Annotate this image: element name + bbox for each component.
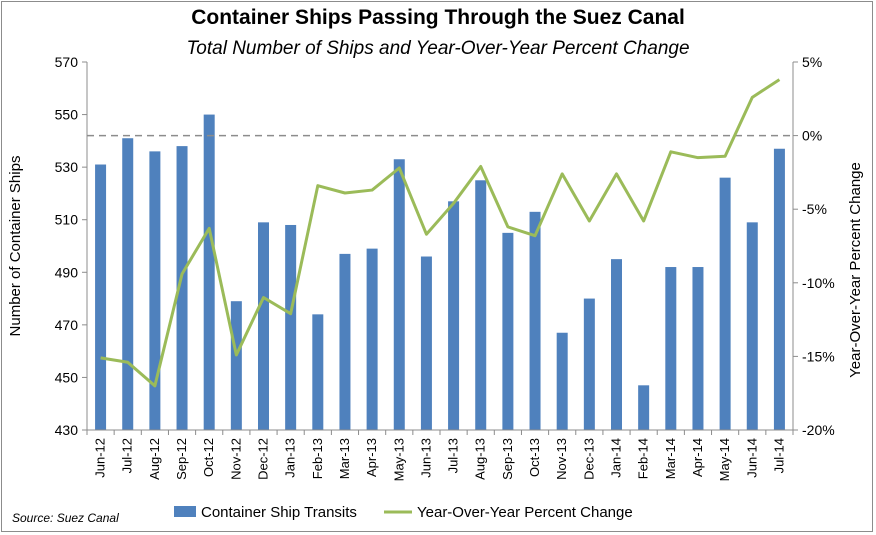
x-tick-label: Aug-13 bbox=[473, 438, 488, 480]
x-tick-label: Mar-13 bbox=[337, 438, 352, 479]
left-tick-label: 510 bbox=[55, 212, 79, 228]
bar-jan-14 bbox=[611, 259, 622, 430]
x-tick-label: Sep-12 bbox=[174, 438, 189, 480]
bar-mar-13 bbox=[339, 253, 351, 430]
bar-jul-14 bbox=[773, 148, 785, 430]
x-tick-label: Feb-14 bbox=[636, 438, 651, 479]
bar-dec-13 bbox=[583, 298, 595, 430]
x-tick-label: Jun-12 bbox=[93, 438, 108, 478]
chart-subtitle: Total Number of Ships and Year-Over-Year… bbox=[186, 38, 690, 59]
bar-mar-14 bbox=[665, 267, 677, 430]
x-tick-label: Jul-14 bbox=[771, 438, 786, 473]
left-tick-label: 490 bbox=[55, 264, 79, 280]
bar-may-14 bbox=[719, 177, 731, 430]
right-tick-label: 0% bbox=[802, 128, 822, 144]
left-tick-label: 450 bbox=[55, 369, 79, 385]
bar-jan-13 bbox=[285, 224, 297, 430]
x-tick-label: May-13 bbox=[391, 438, 406, 481]
left-tick-label: 470 bbox=[55, 317, 79, 333]
bar-oct-13 bbox=[529, 211, 541, 430]
x-tick-label: Mar-14 bbox=[663, 438, 678, 479]
bar-jun-14 bbox=[746, 222, 758, 430]
bar-jun-12 bbox=[95, 164, 107, 430]
left-tick-label: 570 bbox=[55, 54, 79, 70]
legend-line-label: Year-Over-Year Percent Change bbox=[417, 504, 633, 521]
x-tick-label: Sep-13 bbox=[500, 438, 515, 480]
x-tick-label: Jun-14 bbox=[744, 438, 759, 478]
right-tick-label: -10% bbox=[802, 275, 835, 291]
bar-may-13 bbox=[393, 159, 405, 430]
x-tick-label: Nov-12 bbox=[228, 438, 243, 480]
bar-nov-12 bbox=[230, 301, 242, 430]
x-tick-label: Jul-13 bbox=[446, 438, 461, 473]
bar-aug-13 bbox=[475, 180, 487, 430]
yoy-change-line bbox=[100, 78, 781, 388]
x-tick-label: Jan-13 bbox=[283, 438, 298, 478]
x-tick-label: Apr-14 bbox=[690, 438, 705, 477]
bar-jun-13 bbox=[420, 256, 432, 430]
left-tick-label: 550 bbox=[55, 107, 79, 123]
source-note: Source: Suez Canal bbox=[12, 511, 119, 525]
right-tick-label: -20% bbox=[802, 422, 835, 438]
x-tick-label: Nov-13 bbox=[554, 438, 569, 480]
left-axis-title: Number of Container Ships bbox=[7, 156, 24, 337]
bar-sep-13 bbox=[502, 232, 514, 430]
x-tick-label: Dec-13 bbox=[581, 438, 596, 480]
x-tick-label: May-14 bbox=[717, 438, 732, 481]
bar-apr-13 bbox=[366, 248, 378, 430]
right-tick-label: -5% bbox=[802, 201, 827, 217]
legend-bar-label: Container Ship Transits bbox=[201, 504, 357, 521]
bar-jul-13 bbox=[448, 201, 460, 430]
bar-series bbox=[95, 114, 785, 431]
right-axis-title: Year-Over-Year Percent Change bbox=[847, 162, 864, 378]
bar-aug-12 bbox=[149, 151, 161, 430]
x-tick-label: Jan-14 bbox=[609, 438, 624, 478]
x-tick-label: Oct-13 bbox=[527, 438, 542, 477]
bar-feb-13 bbox=[312, 314, 324, 430]
bar-nov-13 bbox=[556, 332, 568, 430]
chart-title: Container Ships Passing Through the Suez… bbox=[191, 6, 685, 29]
x-tick-label: Feb-13 bbox=[310, 438, 325, 479]
bar-sep-12 bbox=[176, 146, 188, 430]
x-tick-label: Jul-12 bbox=[120, 438, 135, 473]
legend: Container Ship Transits Year-Over-Year P… bbox=[174, 504, 633, 521]
bar-apr-14 bbox=[692, 267, 704, 430]
bar-dec-12 bbox=[258, 222, 269, 430]
bar-oct-12 bbox=[203, 114, 215, 431]
axes: 430 450 470 490 510 530 550 570 -20% -15% -10% -5% 0… bbox=[55, 54, 835, 481]
bar-jul-12 bbox=[122, 138, 134, 430]
left-tick-label: 530 bbox=[55, 159, 79, 175]
right-tick-label: 5% bbox=[802, 54, 822, 70]
x-tick-label: Jun-13 bbox=[418, 438, 433, 478]
line-series bbox=[100, 78, 781, 388]
x-tick-label: Oct-12 bbox=[201, 438, 216, 477]
left-tick-label: 430 bbox=[55, 422, 79, 438]
x-tick-label: Apr-13 bbox=[364, 438, 379, 477]
x-tick-label: Aug-12 bbox=[147, 438, 162, 480]
right-tick-label: -15% bbox=[802, 348, 835, 364]
x-tick-label: Dec-12 bbox=[256, 438, 271, 480]
legend-bar-swatch bbox=[174, 506, 196, 517]
bar-feb-14 bbox=[638, 385, 650, 430]
